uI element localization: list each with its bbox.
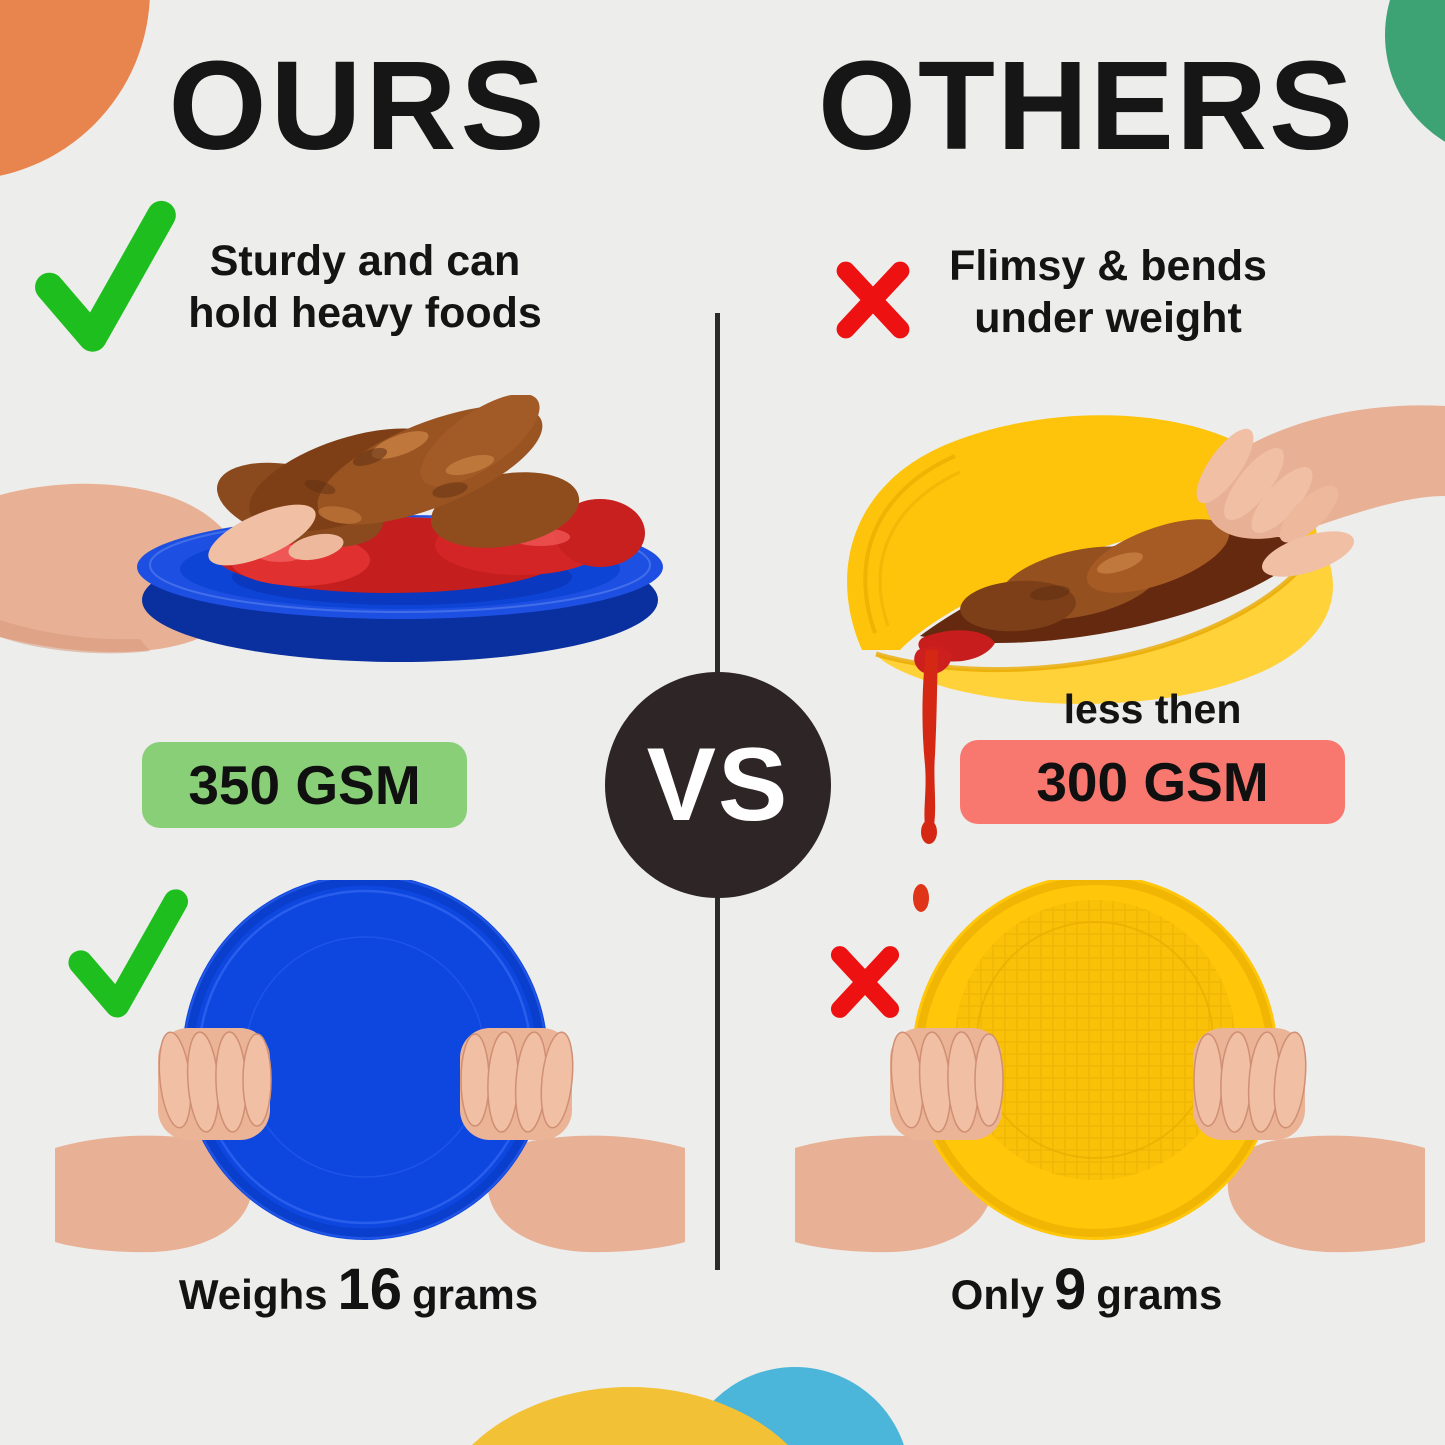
left-hand-fingers — [158, 1028, 272, 1140]
others-feature-text: Flimsy & bends under weight — [922, 240, 1294, 345]
blue-plate-weight-photo — [55, 880, 685, 1253]
thumb-over-plate — [208, 504, 316, 566]
others-title: OTHERS — [817, 35, 1356, 176]
weight-prefix: Only — [950, 1271, 1045, 1318]
plate-front-fold — [875, 539, 1333, 704]
others-feature-line2: under weight — [974, 294, 1242, 343]
sturdy-plate-photo — [0, 395, 663, 662]
vs-badge: VS — [605, 672, 831, 898]
right-hand-fingers — [460, 1028, 574, 1140]
bending-yellow-plate — [847, 415, 1317, 650]
others-feature-line1: Flimsy & bends — [949, 242, 1267, 290]
left-arm — [795, 1135, 993, 1253]
others-gsm-qualifier: less then — [1063, 686, 1242, 732]
weight-value: 9 — [1054, 1257, 1087, 1322]
ours-feature-text: Sturdy and can hold heavy foods — [150, 235, 580, 340]
left-hand-fingers — [890, 1028, 1004, 1140]
others-gsm-badge: 300 GSM — [960, 740, 1345, 824]
ours-weight-caption: Weighs 16 grams — [0, 1256, 717, 1323]
weight-suffix: grams — [1096, 1271, 1223, 1318]
ketchup-drip — [913, 650, 938, 912]
food-sliding-out — [918, 519, 1310, 662]
cross-icon — [830, 946, 900, 1018]
ours-feature-line1: Sturdy and can — [209, 237, 521, 285]
right-hand-fingers — [1193, 1028, 1307, 1140]
others-weight-caption: Only 9 grams — [728, 1256, 1445, 1323]
ours-feature-line2: hold heavy foods — [188, 289, 542, 338]
right-arm — [487, 1135, 685, 1253]
cross-icon — [836, 261, 910, 339]
ours-title: OURS — [168, 35, 549, 176]
flimsy-plate-photo — [847, 405, 1445, 723]
weight-prefix: Weighs — [178, 1271, 328, 1318]
left-arm — [55, 1135, 253, 1253]
ours-gsm-badge: 350 GSM — [142, 742, 467, 828]
yellow-plate-front — [912, 880, 1278, 1240]
hand-gripping-plate — [1196, 405, 1445, 577]
chicken-wings-food — [215, 395, 645, 593]
weight-suffix: grams — [412, 1271, 539, 1318]
yellow-plate-weight-photo — [795, 880, 1425, 1253]
right-arm — [1227, 1135, 1425, 1253]
check-icon — [68, 889, 188, 1018]
weight-value: 16 — [337, 1257, 403, 1322]
check-icon — [35, 200, 176, 352]
